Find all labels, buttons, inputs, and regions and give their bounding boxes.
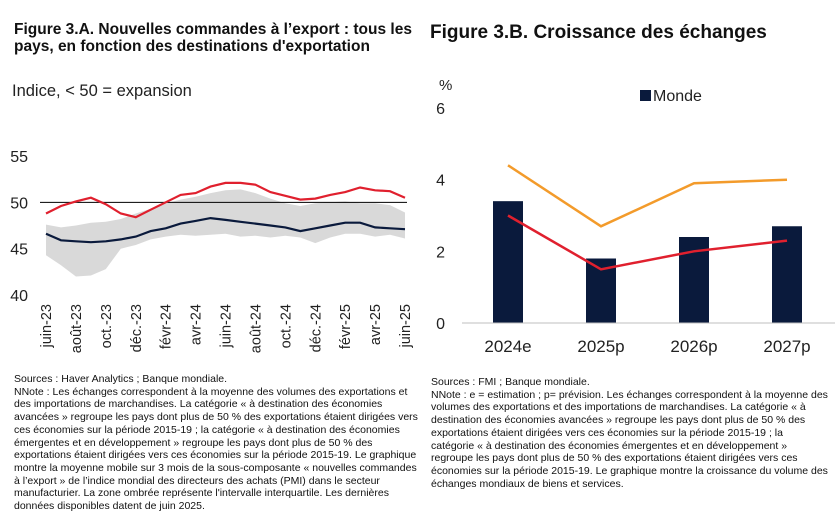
chart-b-xtick: 2025p [577,337,624,356]
chart-a-xtick: avr-25 [368,304,384,345]
figure-a-subtitle: Indice, < 50 = expansion [12,82,192,100]
chart-b-legend-label: Monde [653,88,702,105]
chart-a-xtick: août-24 [248,304,264,353]
figure-b-notes: Sources : FMI ; Banque mondiale. NNote :… [431,376,829,490]
chart-a-xtick: juin-23 [39,304,55,349]
chart-a-ytick: 40 [10,288,28,305]
chart-b-ytick: 4 [436,173,445,190]
chart-a-xtick: juin-25 [398,304,414,349]
chart-a-xtick: avr-24 [189,304,205,345]
figure-b-sources: Sources : FMI ; Banque mondiale. [431,376,590,388]
figure-b-title: Figure 3.B. Croissance des échanges [430,22,767,43]
chart-b-ytick: 2 [436,244,445,261]
chart-a-xtick: déc.-23 [129,304,145,352]
figure-a-sources: Sources : Haver Analytics ; Banque mondi… [14,373,228,385]
chart-b: % Monde 0 2 4 6 2024e 2025p 2026p 2027p [436,77,835,356]
chart-a-iqr-band [46,189,405,277]
chart-b-series-advanced [507,164,788,228]
chart-a-xtick: août-23 [69,304,85,353]
chart-b-ytick: 6 [436,101,445,118]
figure-a-title: Figure 3.A. Nouvelles commandes à l’expo… [14,21,412,55]
chart-a-xtick: déc.-24 [308,304,324,352]
chart-a: 40 45 50 55 juin-23 août-23 oct.-23 déc.-23 fév… [10,149,414,353]
chart-b-legend-swatch [640,90,651,101]
chart-b-series-emerging [507,214,788,271]
chart-a-xtick: juin-24 [219,304,235,349]
chart-b-ytick: 0 [436,316,445,333]
chart-a-ytick: 55 [10,149,28,166]
chart-a-series-advanced [45,181,406,219]
chart-a-xtick: févr-25 [338,304,354,349]
chart-b-bar [493,201,523,323]
chart-a-ytick: 45 [10,242,28,259]
chart-b-xtick: 2026p [670,337,717,356]
chart-a-xtick: févr-24 [159,304,175,349]
chart-b-ylabel: % [439,77,452,94]
figure-a-note: NNote : Les échanges correspondent à la … [14,385,418,513]
chart-a-series-emerging [45,216,406,244]
figure-b-note: NNote : e = estimation ; p= prévision. L… [431,388,828,490]
chart-b-xtick: 2024e [484,337,531,356]
chart-a-xtick: oct.-24 [278,304,294,348]
figure-a-notes: Sources : Haver Analytics ; Banque mondi… [14,373,422,513]
chart-a-xtick: oct.-23 [99,304,115,348]
chart-a-ytick: 50 [10,195,28,212]
chart-b-xtick: 2027p [763,337,810,356]
